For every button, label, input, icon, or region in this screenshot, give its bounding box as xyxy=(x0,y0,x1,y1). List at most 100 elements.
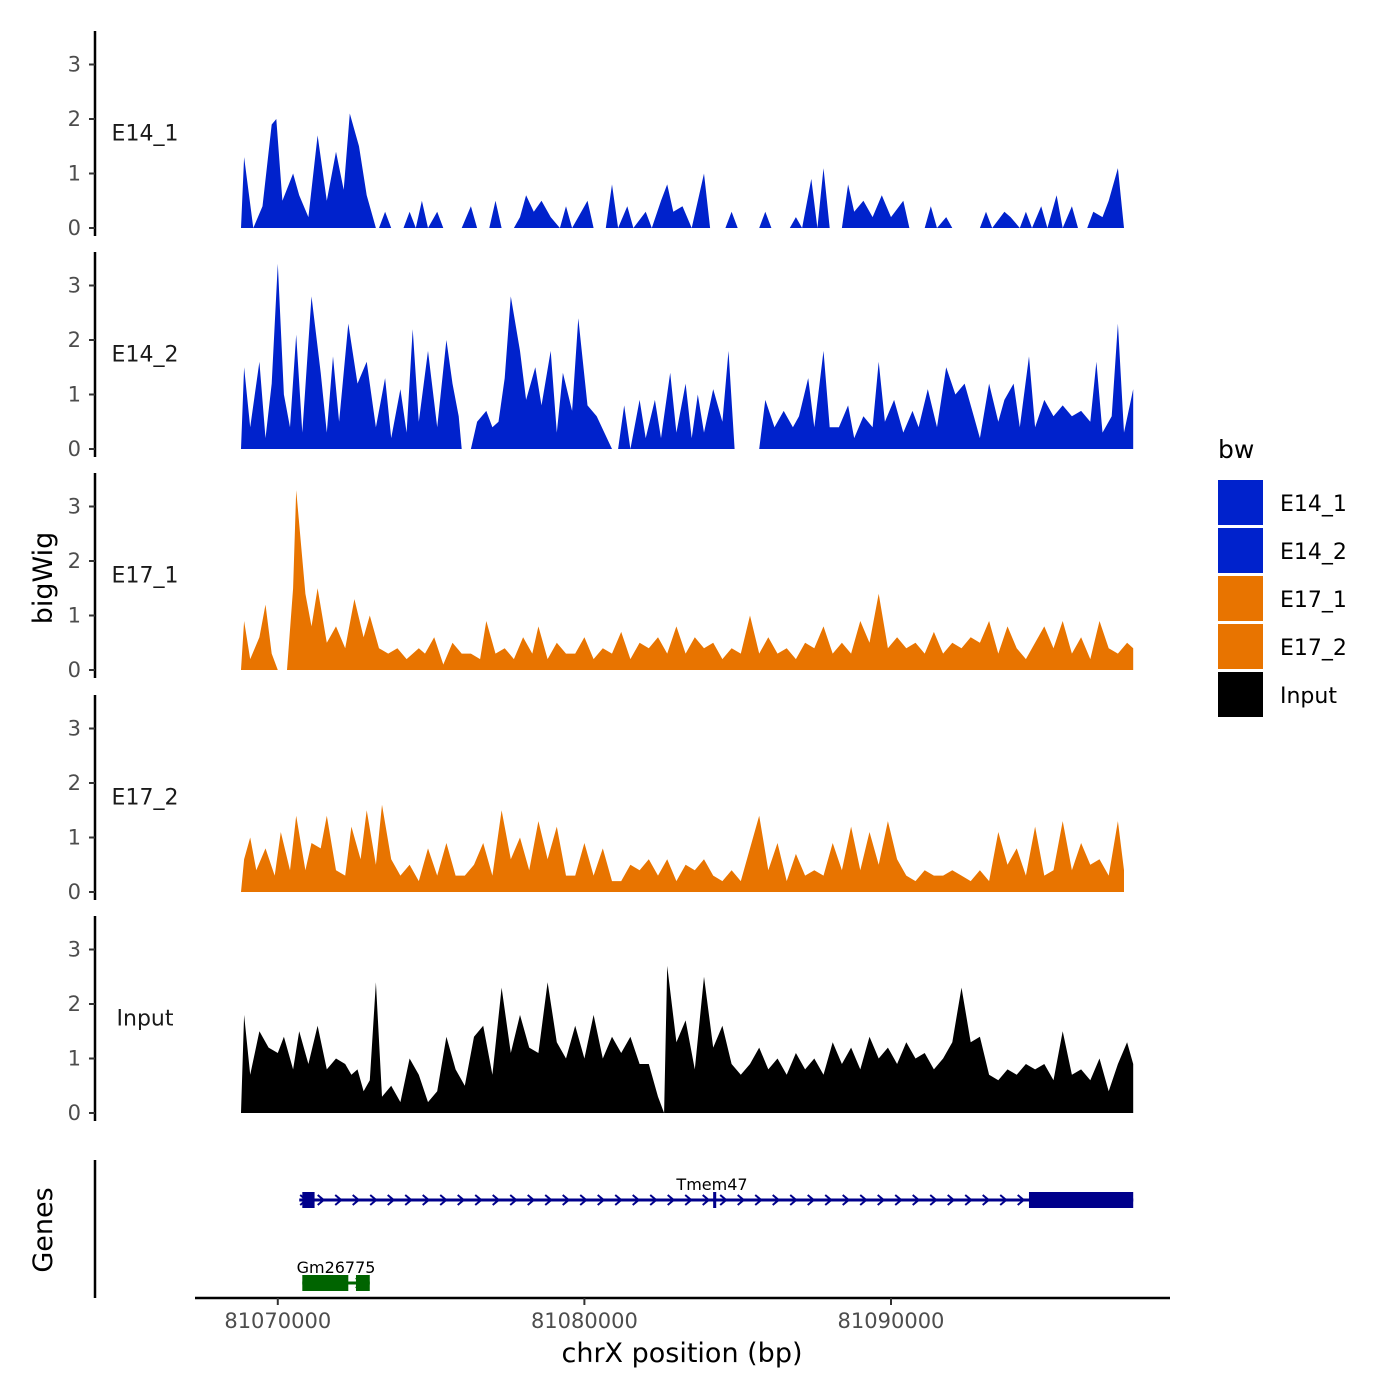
genes-panel: Gm26775 Tmem47 xyxy=(93,1160,1134,1298)
y-tick-label: 1 xyxy=(68,1047,81,1071)
y-tick-label: 2 xyxy=(68,992,81,1016)
y-tick-label: 1 xyxy=(68,383,81,407)
strand-arrow xyxy=(579,1194,588,1206)
gene-gm26775: Gm26775 xyxy=(297,1258,376,1291)
gene-exon xyxy=(302,1275,349,1291)
genes-axis-title: Genes xyxy=(28,1187,59,1272)
strand-arrow xyxy=(667,1194,676,1206)
legend-label: E14_2 xyxy=(1280,540,1347,565)
gene-label: Gm26775 xyxy=(297,1258,376,1277)
track-e14-2: 0 1 2 3 E14_2 xyxy=(68,252,1134,461)
strand-arrow xyxy=(632,1194,641,1206)
panel-label: Input xyxy=(117,1007,174,1032)
track-input: 0 1 2 3 Input xyxy=(68,916,1134,1125)
signal-area-e17-1 xyxy=(241,490,1134,670)
strand-arrow xyxy=(999,1194,1008,1206)
track-e17-1: 0 1 2 3 E17_1 xyxy=(68,473,1134,682)
strand-arrow xyxy=(964,1194,973,1206)
strand-arrow xyxy=(719,1194,728,1206)
legend-label: Input xyxy=(1280,684,1337,709)
legend-label: E17_2 xyxy=(1280,636,1347,661)
strand-arrow xyxy=(807,1194,816,1206)
panel-label: E14_1 xyxy=(112,122,179,147)
panel-label: E14_2 xyxy=(112,343,179,368)
y-tick-label: 2 xyxy=(68,328,81,352)
strand-arrow xyxy=(492,1194,501,1206)
legend-swatch-e14-1 xyxy=(1218,480,1263,525)
y-tick-label: 0 xyxy=(68,437,81,461)
strand-arrow xyxy=(912,1194,921,1206)
strand-arrow xyxy=(982,1194,991,1206)
strand-arrow xyxy=(352,1194,361,1206)
y-tick-label: 2 xyxy=(68,549,81,573)
strand-arrow xyxy=(789,1194,798,1206)
panel-label: E17_1 xyxy=(112,564,179,589)
y-tick-label: 0 xyxy=(68,216,81,240)
legend-swatch-e14-2 xyxy=(1218,528,1263,573)
y-tick-label: 3 xyxy=(68,938,81,962)
legend: bw E14_1 E14_2 E17_1 E17_2 Input xyxy=(1218,435,1347,717)
signal-area-e17-2 xyxy=(241,804,1124,892)
y-tick-label: 0 xyxy=(68,658,81,682)
panel-label: E17_2 xyxy=(112,786,179,811)
gene-label: Tmem47 xyxy=(675,1175,747,1194)
strand-arrow xyxy=(754,1194,763,1206)
strand-arrow xyxy=(369,1194,378,1206)
strand-arrow xyxy=(597,1194,606,1206)
strand-arrow xyxy=(334,1194,343,1206)
x-axis-title: chrX position (bp) xyxy=(561,1338,802,1369)
gene-tmem47: Tmem47 xyxy=(299,1175,1134,1208)
y-tick-label: 3 xyxy=(68,274,81,298)
strand-arrow xyxy=(702,1194,711,1206)
strand-arrow xyxy=(772,1194,781,1206)
y-tick-label: 0 xyxy=(68,880,81,904)
y-tick-label: 2 xyxy=(68,107,81,131)
y-tick-label: 0 xyxy=(68,1101,81,1125)
y-tick-label: 2 xyxy=(68,771,81,795)
x-tick-label: 81080000 xyxy=(531,1309,638,1333)
strand-arrow xyxy=(404,1194,413,1206)
strand-arrow xyxy=(422,1194,431,1206)
strand-arrow xyxy=(894,1194,903,1206)
strand-arrow xyxy=(649,1194,658,1206)
strand-arrow xyxy=(737,1194,746,1206)
y-tick-label: 3 xyxy=(68,495,81,519)
legend-swatch-e17-2 xyxy=(1218,624,1263,669)
track-e14-1: 0 1 2 3 E14_1 xyxy=(68,31,1124,240)
track-e17-2: 0 1 2 3 E17_2 xyxy=(68,695,1124,904)
strand-arrow xyxy=(877,1194,886,1206)
signal-area-e14-2 xyxy=(241,263,1134,449)
legend-label: E17_1 xyxy=(1280,588,1347,613)
gene-exon xyxy=(1028,1192,1134,1208)
legend-items: E14_1 E14_2 E17_1 E17_2 Input xyxy=(1218,480,1347,717)
legend-swatch-e17-1 xyxy=(1218,576,1263,621)
y-axis-title: bigWig xyxy=(28,532,59,625)
strand-arrow xyxy=(1017,1194,1026,1206)
gene-exon xyxy=(713,1192,717,1208)
strand-arrow xyxy=(544,1194,553,1206)
x-tick-label: 81070000 xyxy=(224,1309,331,1333)
y-tick-label: 1 xyxy=(68,604,81,628)
y-tick-label: 3 xyxy=(68,53,81,77)
gene-exon xyxy=(355,1275,370,1291)
strand-arrow xyxy=(842,1194,851,1206)
strand-arrow xyxy=(509,1194,518,1206)
tracks-layer: 0 1 2 3 E14_1 0 1 2 3 E14_2 0 1 2 3 E17_1 0 1 2 3 E17_2 0 1 2 3… xyxy=(68,31,1134,1125)
strand-arrow xyxy=(824,1194,833,1206)
legend-title: bw xyxy=(1218,435,1254,464)
gene-exon xyxy=(302,1192,315,1208)
strand-arrow xyxy=(527,1194,536,1206)
strand-arrow xyxy=(439,1194,448,1206)
legend-label: E14_1 xyxy=(1280,492,1347,517)
strand-arrow xyxy=(929,1194,938,1206)
strand-arrow xyxy=(859,1194,868,1206)
strand-arrow xyxy=(457,1194,466,1206)
x-axis: 81070000 81080000 81090000 xyxy=(195,1296,1170,1333)
strand-arrow xyxy=(317,1194,326,1206)
y-tick-label: 3 xyxy=(68,717,81,741)
signal-area-e14-1 xyxy=(241,113,1124,228)
strand-arrow xyxy=(614,1194,623,1206)
strand-arrow xyxy=(562,1194,571,1206)
y-tick-label: 1 xyxy=(68,162,81,186)
